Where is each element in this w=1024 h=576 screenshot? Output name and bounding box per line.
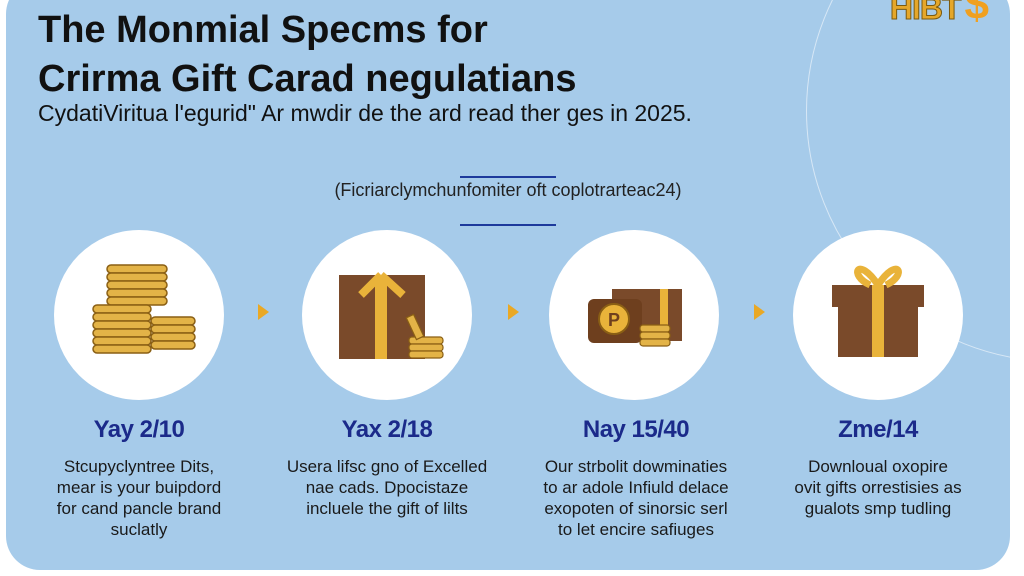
desc-line: nae cads. Dpocistaze [305,478,469,497]
arrow-right-icon [258,304,269,320]
gift-card-with-coins-icon: P [588,289,682,347]
step-1-illustration [54,230,224,400]
subtitle: CydatiViritua l'egurid" Ar mwdir de the … [38,100,692,126]
arrow-right-icon [754,304,765,320]
desc-line: for cand pancle brand [56,499,222,518]
step-4-illustration [793,230,963,400]
desc-line: suclatly [110,520,168,539]
step-2-illustration [302,230,472,400]
gift-box-icon [832,265,924,357]
logo: HIBT$ [889,0,990,30]
divider-top [460,176,556,178]
dollar-icon: $ [964,0,990,29]
desc-line: Our strbolit dowminaties [544,457,728,476]
step-description: Usera lifsc gno of Excelled nae cads. Dpo… [272,456,502,519]
desc-line: incluele the gift of lilts [306,499,468,518]
desc-line: exopoten of sinorsic serl [544,499,728,518]
step-description: Downloual oxopire ovit gifts orrestisies … [763,456,993,519]
logo-text: HIBT [889,0,962,27]
step-4: Zme/14 Downloual oxopire ovit gifts orres… [763,416,993,519]
step-date: Zme/14 [838,416,918,443]
desc-line: gualots smp tudling [804,499,952,518]
step-1: Yay 2/10 Stcupyclyntree Dits, mear is you… [24,416,254,540]
step-description: Our strbolit dowminaties to ar adole Infi… [521,456,751,540]
coin-stack-icon [92,264,196,354]
step-3: Nay 15/40 Our strbolit dowminaties to ar … [521,416,751,540]
gift-box-with-coins-icon [339,272,444,359]
page-title: The Monmial Specms for Crirma Gift Carad… [38,6,576,104]
title-line-1: The Monmial Specms for [38,9,488,51]
desc-line: Usera lifsc gno of Excelled [286,457,488,476]
svg-text:P: P [608,310,620,330]
title-line-2: Crirma Gift Carad negulatians [38,58,577,100]
desc-line: to let encire safiuges [558,520,714,539]
step-2: Yax 2/18 Usera lifsc gno of Excelled nae … [272,416,502,519]
desc-line: Downloual oxopire [808,457,948,476]
step-3-illustration: P [549,230,719,400]
step-description: Stcupyclyntree Dits, mear is your buipdor… [24,456,254,540]
desc-line: to ar adole Infiuld delace [543,478,729,497]
infographic-card: HIBT$ The Monmial Specms for Crirma Gift… [6,0,1010,570]
desc-line: ovit gifts orrestisies as [794,478,962,497]
desc-line: Stcupyclyntree Dits, [63,457,215,476]
note-text: (Ficriarclymchunfomiter oft coplotrartea… [334,180,682,200]
desc-line: mear is your buipdord [56,478,222,497]
arrow-right-icon [508,304,519,320]
step-date: Yay 2/10 [93,416,185,443]
divider-bottom [460,224,556,226]
step-date: Nay 15/40 [582,416,690,443]
step-date: Yax 2/18 [341,416,433,443]
